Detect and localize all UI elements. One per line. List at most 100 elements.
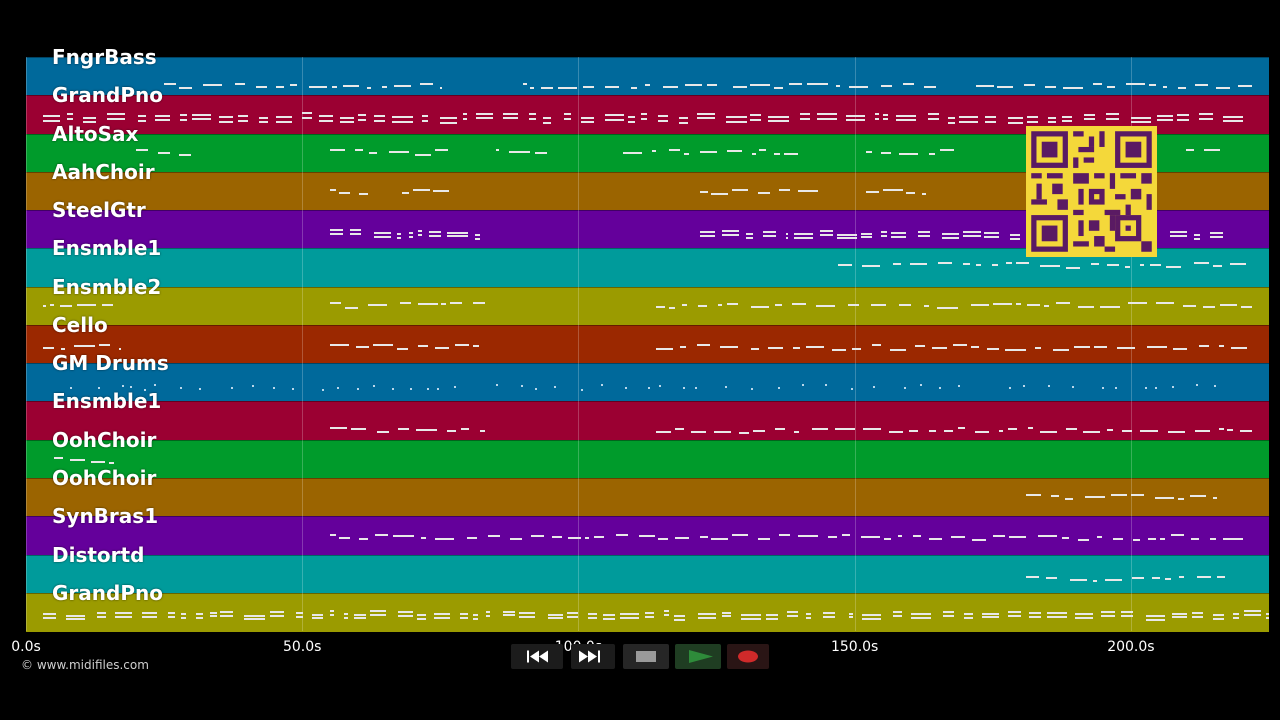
midi-note (860, 536, 880, 539)
fast-forward-button[interactable] (571, 644, 615, 669)
midi-note (373, 119, 386, 122)
track-label: FngrBass (52, 45, 157, 69)
midi-note (180, 617, 186, 620)
midi-note (762, 235, 776, 238)
midi-note (751, 306, 770, 309)
midi-note (381, 85, 387, 88)
midi-note (350, 233, 361, 236)
midi-note (270, 614, 285, 617)
midi-note (991, 264, 999, 267)
stop-button[interactable] (623, 644, 669, 669)
midi-note (354, 613, 366, 616)
midi-note (409, 235, 413, 238)
record-button[interactable] (727, 644, 769, 669)
midi-note (473, 344, 479, 347)
midi-note (528, 117, 537, 120)
midi-note (1015, 261, 1029, 264)
midi-note (675, 537, 689, 540)
midi-note (1169, 234, 1187, 237)
midi-note (1091, 262, 1099, 265)
midi-note (720, 345, 739, 348)
midi-note (750, 114, 761, 117)
midi-note (815, 304, 836, 307)
midi-note (699, 150, 718, 153)
midi-note (329, 343, 350, 346)
midi-note (329, 426, 348, 429)
midi-note (291, 387, 294, 390)
midi-note (1010, 237, 1020, 240)
midi-note (892, 262, 902, 265)
midi-note (697, 612, 717, 615)
track-lane (26, 439, 1269, 479)
midi-note (845, 114, 865, 117)
midi-note (42, 346, 55, 349)
midi-note (180, 386, 183, 389)
midi-note (940, 149, 955, 152)
midi-note (875, 113, 880, 116)
midi-note (1131, 577, 1144, 580)
midi-note (783, 152, 799, 155)
rewind-button[interactable] (511, 644, 563, 669)
midi-note (373, 231, 391, 234)
midi-note (835, 428, 855, 431)
midi-note (884, 537, 891, 540)
midi-note (1194, 84, 1208, 87)
transport-controls (511, 644, 769, 669)
midi-note (434, 612, 451, 615)
midi-note (1223, 538, 1243, 541)
midi-note (338, 192, 350, 195)
midi-note (421, 114, 428, 117)
midi-note (329, 613, 335, 616)
track-label: AahChoir (52, 159, 155, 184)
midi-note (943, 611, 954, 614)
midi-note (787, 614, 799, 617)
midi-note (375, 534, 388, 537)
midi-note (473, 302, 485, 305)
midi-note (993, 302, 1012, 305)
midi-note (418, 344, 428, 347)
midi-note (83, 116, 97, 119)
midi-note (1196, 384, 1199, 387)
midi-note (167, 612, 175, 615)
midi-note (746, 232, 753, 235)
midi-note (398, 611, 414, 614)
midi-note (1176, 118, 1190, 121)
midi-note (684, 84, 702, 87)
midi-note (1121, 614, 1134, 617)
midi-note (1107, 264, 1119, 267)
midi-note (388, 150, 409, 153)
midi-note (519, 612, 535, 615)
midi-note (1167, 430, 1185, 433)
midi-note (392, 534, 414, 537)
midi-note (1027, 120, 1039, 123)
midi-note (420, 82, 433, 85)
midi-note (220, 615, 234, 618)
track-label: AltoSax (52, 121, 139, 146)
midi-note (1169, 231, 1187, 234)
midi-note (198, 388, 201, 391)
midi-note (401, 191, 410, 194)
midi-note (129, 385, 132, 388)
midi-note (696, 344, 710, 347)
midi-note (1216, 87, 1230, 90)
midi-note (778, 387, 781, 390)
midi-note (567, 616, 579, 619)
midi-note (273, 386, 276, 389)
play-button[interactable] (675, 644, 721, 669)
midi-note (1044, 304, 1049, 307)
midi-note (1077, 538, 1090, 541)
midi-note (433, 190, 450, 193)
midi-note (896, 119, 917, 122)
midi-note (418, 230, 423, 233)
midi-note (620, 612, 640, 615)
midi-note (503, 614, 516, 617)
midi-note (779, 189, 791, 192)
midi-note (668, 148, 680, 151)
midi-note (180, 613, 186, 616)
midi-note (195, 613, 203, 616)
midi-note (1114, 387, 1117, 390)
midi-note (428, 234, 441, 237)
midi-note (238, 115, 249, 118)
midi-note (952, 344, 968, 347)
midi-note (396, 236, 401, 239)
